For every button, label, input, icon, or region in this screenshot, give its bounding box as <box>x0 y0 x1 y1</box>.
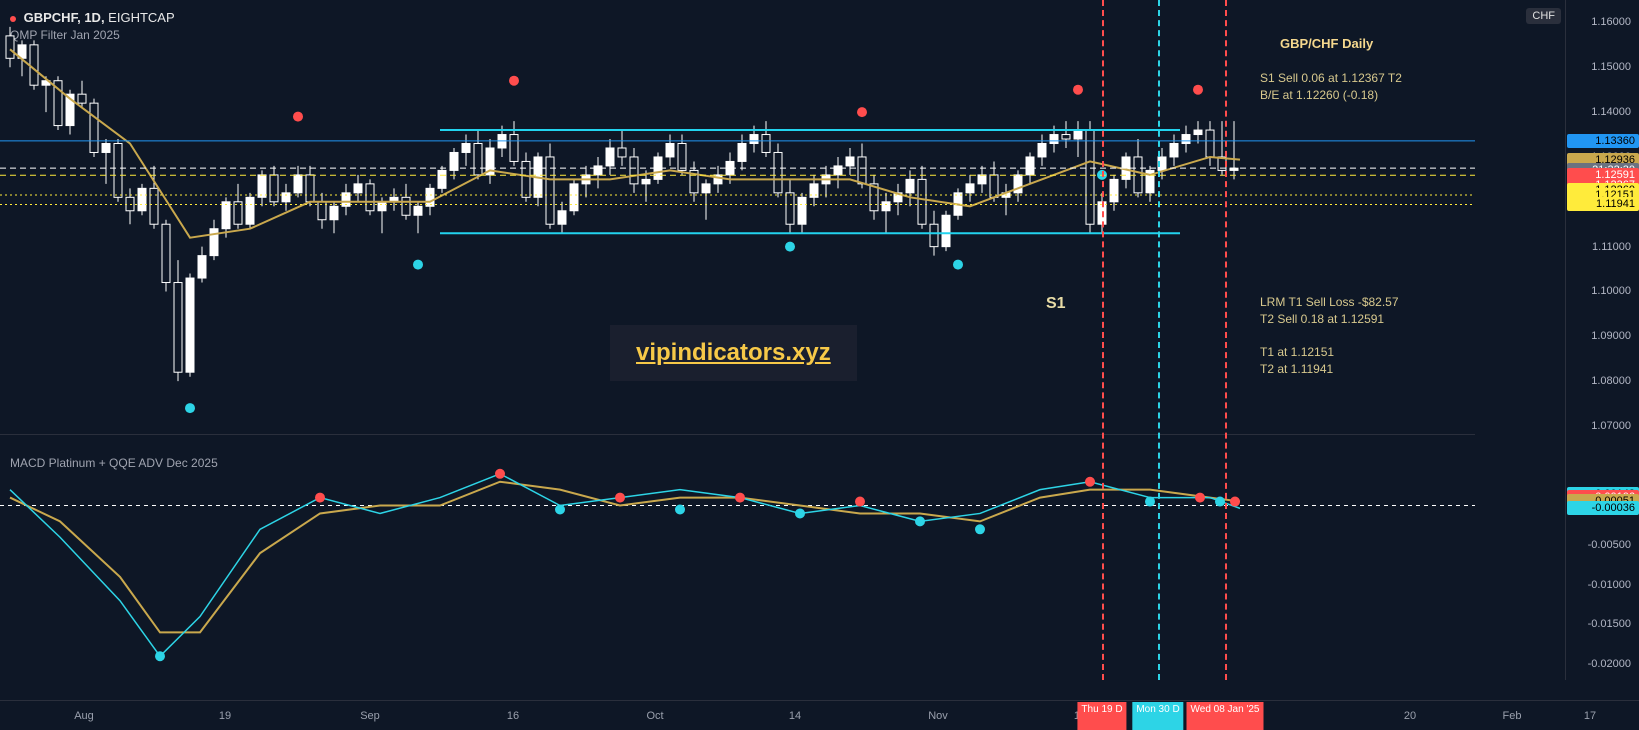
time-tick: 19 <box>219 710 231 722</box>
time-tick: 17 <box>1584 710 1596 722</box>
trade-info-1: S1 Sell 0.06 at 1.12367 T2 B/E at 1.1226… <box>1260 70 1402 104</box>
macd-tick: -0.02000 <box>1588 658 1631 670</box>
price-tick: 1.15000 <box>1591 61 1631 73</box>
trading-chart[interactable]: GBPCHF, 1D, EIGHTCAP QMP Filter Jan 2025… <box>0 0 1639 730</box>
time-tick: Nov <box>928 710 948 722</box>
macd-tick: -0.01500 <box>1588 618 1631 630</box>
price-tick: 1.11000 <box>1592 241 1631 253</box>
time-tick: 20 <box>1404 710 1416 722</box>
chart-title: GBP/CHF Daily <box>1280 35 1373 53</box>
indicator-top-label[interactable]: QMP Filter Jan 2025 <box>10 28 120 42</box>
macd-mark: -0.00036 <box>1567 501 1639 515</box>
source-text: EIGHTCAP <box>108 10 174 25</box>
macd-panel[interactable]: MACD Platinum + QQE ADV Dec 2025 <box>0 450 1475 680</box>
time-tick: Feb <box>1503 710 1522 722</box>
trade-info-2: LRM T1 Sell Loss -$82.57 T2 Sell 0.18 at… <box>1260 294 1399 378</box>
price-tick: 1.08000 <box>1591 375 1631 387</box>
price-panel[interactable]: GBPCHF, 1D, EIGHTCAP QMP Filter Jan 2025… <box>0 0 1475 435</box>
time-tick: Sep <box>360 710 380 722</box>
time-mark: Thu 19 D <box>1077 702 1126 730</box>
symbol-text: GBPCHF <box>24 10 77 25</box>
price-tick: 1.09000 <box>1591 330 1631 342</box>
currency-badge: CHF <box>1526 8 1561 24</box>
s1-label: S1 <box>1046 295 1066 313</box>
time-tick: Oct <box>646 710 663 722</box>
symbol-header[interactable]: GBPCHF, 1D, EIGHTCAP <box>10 10 175 25</box>
macd-tick: -0.01000 <box>1588 579 1631 591</box>
watermark-box[interactable]: vipindicators.xyz <box>610 325 857 381</box>
time-tick: 14 <box>789 710 801 722</box>
price-tick: 1.14000 <box>1591 106 1631 118</box>
macd-svg <box>0 450 1475 680</box>
price-axis[interactable]: 1.160001.150001.140001.130001.120001.110… <box>1565 0 1639 680</box>
price-tick: 1.07000 <box>1591 420 1631 432</box>
time-mark: Mon 30 D <box>1132 702 1183 730</box>
price-mark: 1.13360 <box>1567 134 1639 148</box>
time-tick: 16 <box>507 710 519 722</box>
time-mark: Wed 08 Jan '25 <box>1187 702 1264 730</box>
price-tick: 1.10000 <box>1591 285 1631 297</box>
macd-tick: -0.00500 <box>1588 539 1631 551</box>
timeframe-text: 1D <box>84 10 101 25</box>
time-axis[interactable]: Aug19Sep16Oct14Nov18Dec20Feb17 Thu 19 DM… <box>0 700 1639 730</box>
indicator-bot-label[interactable]: MACD Platinum + QQE ADV Dec 2025 <box>10 456 218 470</box>
price-mark: 1.11941 <box>1567 197 1639 211</box>
time-tick: Aug <box>74 710 94 722</box>
watermark-link[interactable]: vipindicators.xyz <box>636 339 831 366</box>
price-tick: 1.16000 <box>1591 16 1631 28</box>
live-dot-icon <box>10 16 16 22</box>
